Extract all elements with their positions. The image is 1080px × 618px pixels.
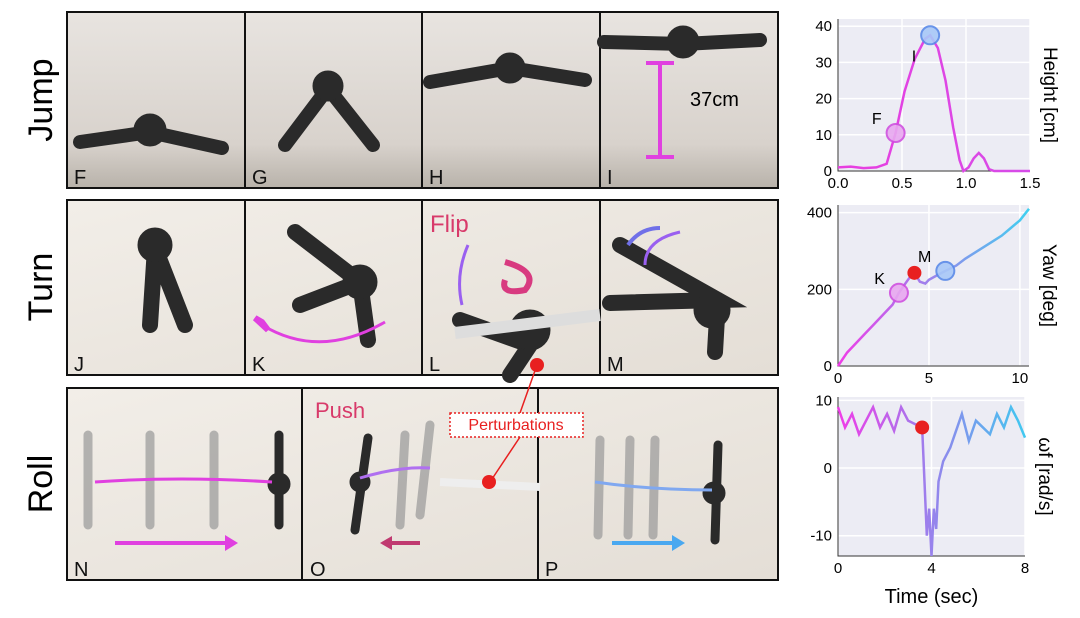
row-label: Roll <box>22 455 60 514</box>
panel-letter: N <box>74 559 88 581</box>
y-tick-label: 0 <box>824 460 832 477</box>
y-axis-label: ωf [rad/s] <box>1034 437 1055 515</box>
y-tick-label: 200 <box>807 281 832 298</box>
y-tick-label: 0 <box>824 358 832 375</box>
data-line <box>836 403 1027 557</box>
photos <box>66 11 779 581</box>
event-marker <box>915 420 930 435</box>
panel-letter: F <box>74 167 86 189</box>
y-tick-label: 40 <box>815 18 832 35</box>
row-label: Jump <box>22 58 60 141</box>
point-label: K <box>874 271 885 288</box>
x-axis-label: Time (sec) <box>885 586 979 608</box>
y-axis-label: Height [cm] <box>1039 47 1060 143</box>
data-line <box>837 33 1030 173</box>
row-label: Turn <box>22 253 60 322</box>
x-tick-label: 8 <box>1021 560 1029 577</box>
panel-letter: K <box>252 354 266 376</box>
point-label: F <box>872 111 882 128</box>
panel-letter: P <box>545 559 558 581</box>
plot-area <box>838 205 1029 366</box>
panel-letter: L <box>429 354 440 376</box>
y-tick-label: 20 <box>815 91 832 108</box>
point-marker <box>885 123 906 143</box>
y-tick-label: 0 <box>824 163 832 180</box>
y-tick-label: 400 <box>807 205 832 222</box>
annotation: Push <box>315 398 365 423</box>
point-label: M <box>918 249 931 266</box>
point-label: I <box>912 48 916 65</box>
panel-letter: M <box>607 354 624 376</box>
axis <box>837 397 1025 557</box>
x-tick-label: 10 <box>1012 370 1029 387</box>
panel-letter: H <box>429 167 443 189</box>
y-tick-label: 10 <box>815 392 832 409</box>
axis <box>837 19 1030 172</box>
x-tick-label: 5 <box>925 370 933 387</box>
x-tick-label: 0.5 <box>892 175 913 192</box>
x-tick-label: 1.0 <box>956 175 977 192</box>
y-tick-label: 10 <box>815 127 832 144</box>
y-tick-label: 30 <box>815 54 832 71</box>
annotation: Perturbations <box>468 417 563 434</box>
x-tick-label: 0 <box>834 560 842 577</box>
x-tick-label: 1.5 <box>1020 175 1041 192</box>
annotation: Flip <box>430 211 469 238</box>
data-line <box>836 208 1030 367</box>
panel-letter: O <box>310 559 326 581</box>
y-tick-label: -10 <box>810 528 832 545</box>
point-marker <box>935 260 956 281</box>
point-marker <box>888 282 909 303</box>
y-axis-label: Yaw [deg] <box>1038 244 1059 327</box>
panel-letter: J <box>74 354 84 376</box>
event-marker <box>907 265 922 280</box>
x-tick-label: 0 <box>834 370 842 387</box>
x-tick-label: 4 <box>927 560 935 577</box>
panel-letter: G <box>252 167 268 189</box>
panel-letter: I <box>607 167 613 189</box>
panel-letters: F G H I J K L M N O P <box>74 167 624 581</box>
annotation: 37cm <box>690 89 739 111</box>
point-marker <box>920 25 941 46</box>
x-tick-label: 0.0 <box>828 175 849 192</box>
